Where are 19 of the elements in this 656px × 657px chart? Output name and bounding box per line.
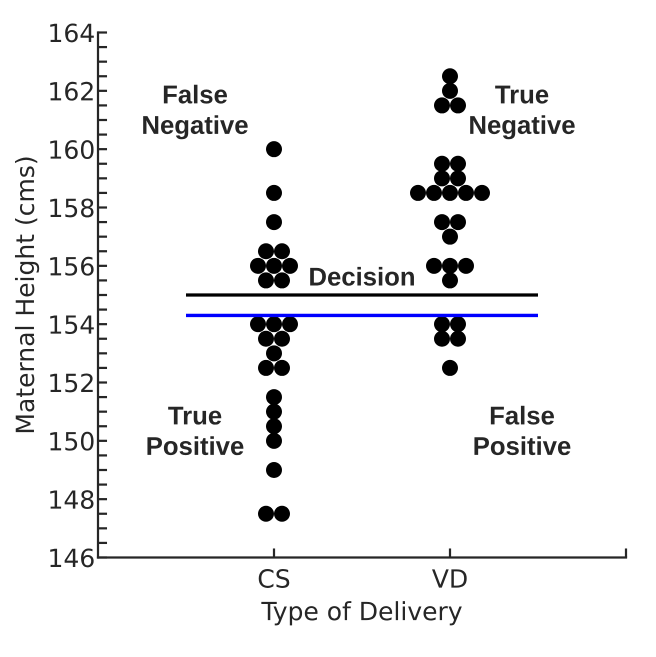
y-tick-label: 148 xyxy=(50,490,94,510)
y-axis-title: Maternal Height (cms) xyxy=(14,158,40,432)
y-tick-label: 154 xyxy=(50,315,94,334)
annotation: True Negative xyxy=(470,86,575,140)
annotation: False Negative xyxy=(143,84,248,140)
y-tick-label: 156 xyxy=(50,256,94,276)
x-tick-label: VD xyxy=(432,569,467,588)
y-tick-label: 150 xyxy=(50,432,94,451)
x-tick-label: CS xyxy=(258,569,290,588)
y-tick-label: 152 xyxy=(50,373,93,392)
y-tick-label: 146 xyxy=(50,548,94,568)
annotation: True Positive xyxy=(147,406,244,456)
y-tick-label: 162 xyxy=(50,82,93,101)
y-tick-label: 158 xyxy=(50,198,94,218)
y-tick-label: 160 xyxy=(50,140,94,160)
x-axis-title: Type of Delivery xyxy=(261,601,462,626)
y-tick-label: 164 xyxy=(50,23,94,42)
ref-line-label: Decision xyxy=(310,266,414,286)
annotation: False Positive xyxy=(474,406,570,456)
